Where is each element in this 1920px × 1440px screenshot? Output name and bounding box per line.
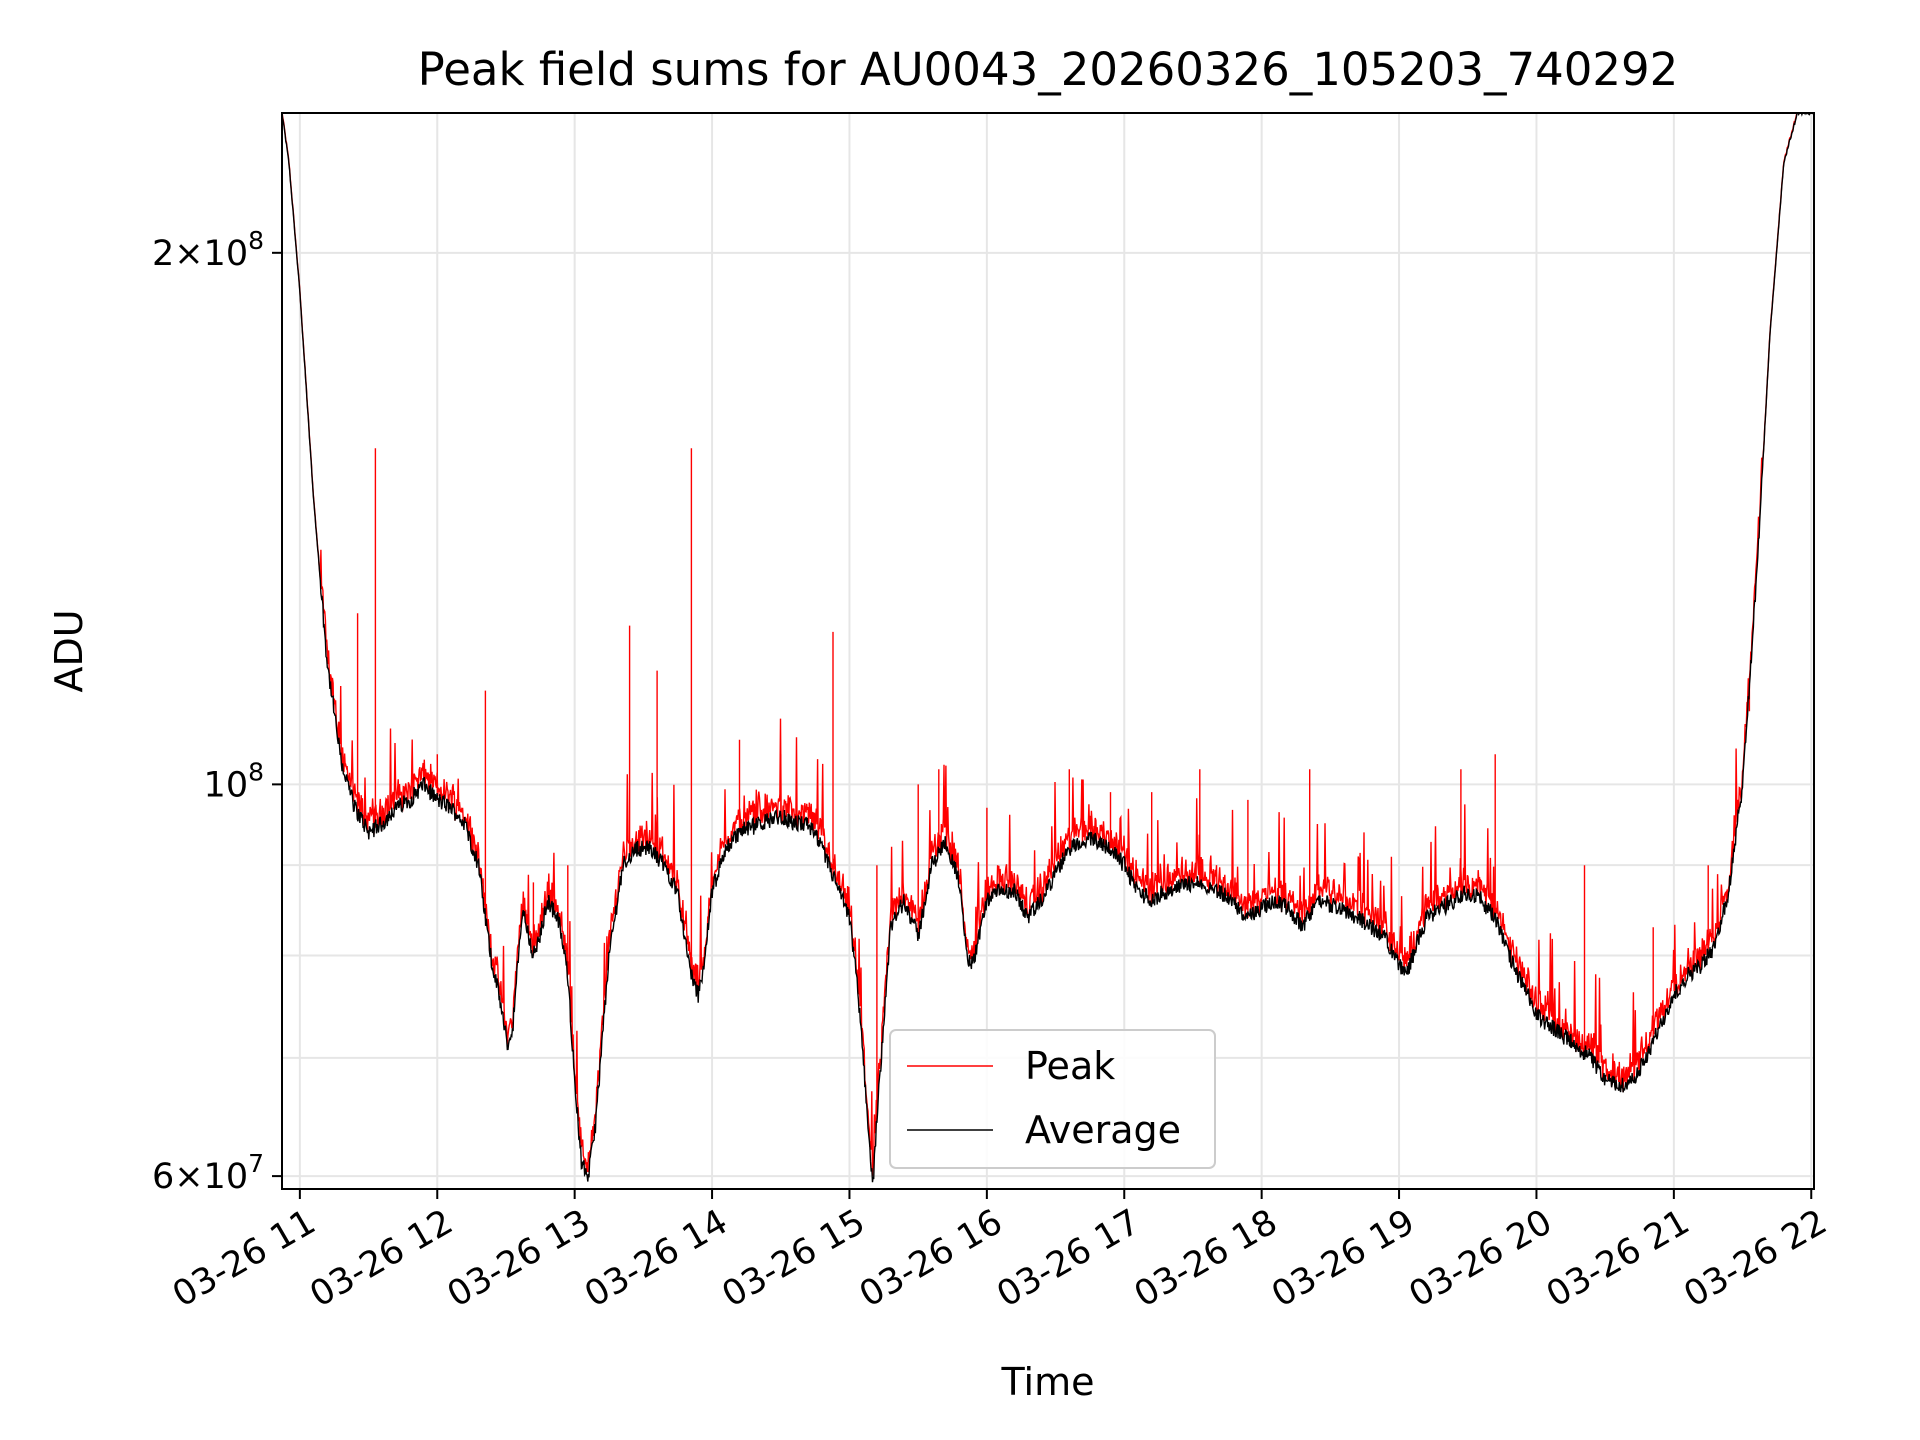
legend-average-label: Average [1025, 1108, 1181, 1152]
legend: Peak Average [889, 1029, 1216, 1169]
y-axis-ticks: 6×107 108 2×108 [152, 226, 282, 1197]
average-series-line [282, 113, 1814, 1183]
plot-frame [281, 112, 1815, 1190]
y-tick-label: 2×108 [152, 226, 264, 274]
chart-title: Peak field sums for AU0043_20260326_1052… [418, 43, 1679, 96]
legend-box [889, 1029, 1216, 1169]
peak-series-line [282, 113, 1814, 1176]
y-axis-label: ADU [47, 609, 91, 692]
grid [282, 113, 1814, 1189]
y-tick-label: 6×107 [152, 1149, 264, 1197]
x-axis-label: Time [1001, 1360, 1095, 1404]
legend-peak-label: Peak [1025, 1044, 1115, 1088]
y-tick-label: 108 [204, 757, 264, 805]
